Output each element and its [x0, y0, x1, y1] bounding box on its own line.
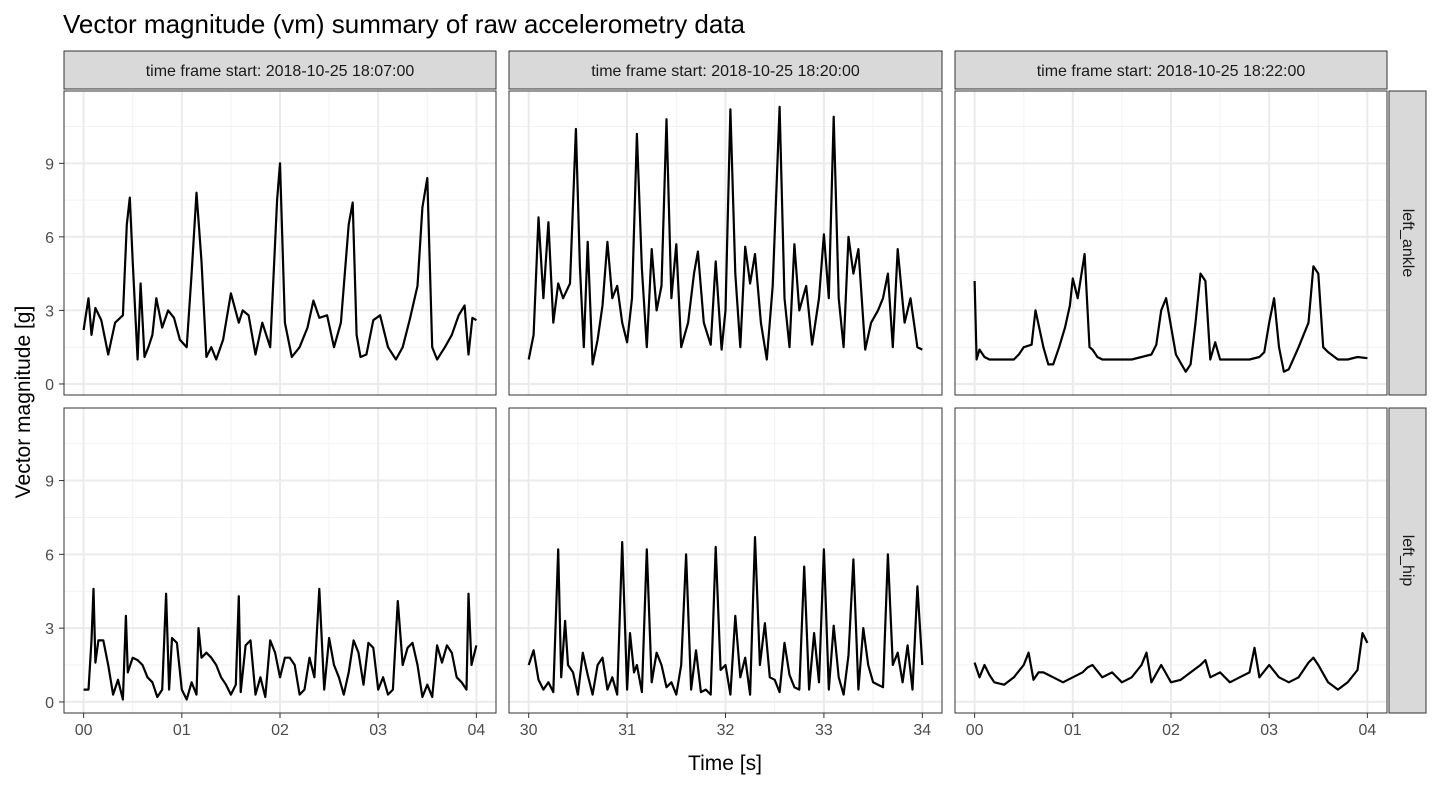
column-strip-label: time frame start: 2018-10-25 18:20:00 [591, 63, 860, 80]
facet-panel [954, 90, 1388, 396]
series-line [527, 536, 924, 696]
x-tick-label: 34 [913, 722, 931, 739]
x-tick-label: 00 [966, 722, 984, 739]
column-strip [508, 50, 943, 90]
row-strip [1388, 407, 1427, 714]
y-tick-label: 3 [45, 621, 54, 638]
x-tick-label: 30 [520, 722, 538, 739]
series-line [527, 105, 923, 366]
x-tick-label: 04 [1358, 722, 1376, 739]
x-tick-label: 04 [467, 722, 485, 739]
x-tick-label: 01 [1064, 722, 1082, 739]
y-tick-label: 3 [45, 303, 54, 320]
y-tick-label: 9 [45, 156, 54, 173]
y-tick-label: 0 [45, 377, 54, 394]
y-tick-label: 9 [45, 474, 54, 491]
facet-panel: 30 31 32 33 34 [508, 407, 943, 739]
x-tick-label: 02 [1162, 722, 1180, 739]
panel-border [63, 90, 497, 396]
column-strip [954, 50, 1388, 90]
x-tick-label: 01 [173, 722, 191, 739]
row-strip-label: left_hip [1399, 535, 1416, 587]
panels-layer: time frame start: 2018-10-25 18:07:00 tim… [45, 50, 1427, 739]
y-tick-label: 0 [45, 695, 54, 712]
x-tick-label: 33 [815, 722, 833, 739]
x-tick-label: 31 [618, 722, 636, 739]
x-tick-label: 00 [75, 722, 93, 739]
chart-title: Vector magnitude (vm) summary of raw acc… [63, 9, 746, 39]
x-tick-label: 03 [1260, 722, 1278, 739]
panel-border [508, 90, 943, 396]
facet-panel: 00 01 02 03 04 [954, 407, 1388, 739]
column-strip-label: time frame start: 2018-10-25 18:07:00 [146, 63, 415, 80]
column-strip-label: time frame start: 2018-10-25 18:22:00 [1037, 63, 1306, 80]
row-strip-label: left_ankle [1399, 209, 1416, 278]
y-axis-title: Vector magnitude [g] [12, 306, 35, 499]
series-line [973, 632, 1369, 691]
x-axis-title: Time [s] [688, 752, 762, 775]
facet-panel [508, 90, 943, 396]
series-line [83, 587, 478, 701]
y-tick-label: 6 [45, 547, 54, 564]
y-tick-label: 6 [45, 230, 54, 247]
x-tick-label: 03 [369, 722, 387, 739]
row-strip [1388, 90, 1427, 396]
column-strip [63, 50, 497, 90]
x-tick-label: 32 [717, 722, 735, 739]
panel-border [954, 90, 1388, 396]
facet-panel: 0 3 6 9 [45, 90, 497, 396]
series-line [973, 252, 1368, 373]
series-line [82, 162, 477, 361]
x-tick-label: 02 [271, 722, 289, 739]
